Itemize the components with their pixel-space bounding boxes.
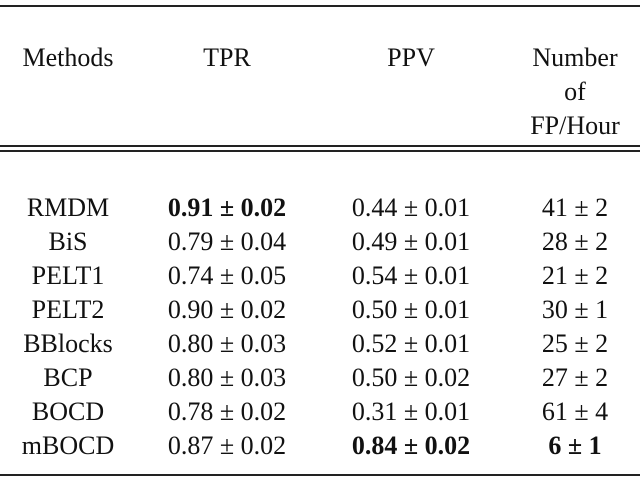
table-cell: 0.80 ± 0.03	[167, 363, 287, 392]
table-cell: 0.50 ± 0.01	[351, 295, 471, 324]
table-cell: 25 ± 2	[541, 329, 609, 358]
method-name: BBlocks	[23, 329, 113, 358]
table-cell: 21 ± 2	[541, 261, 609, 290]
header-rule	[0, 145, 640, 147]
table-cell: 41 ± 2	[541, 193, 609, 222]
table-cell: 0.50 ± 0.02	[351, 363, 471, 392]
method-name: BiS	[48, 227, 88, 256]
table-cell: 61 ± 4	[541, 397, 609, 426]
top-rule	[0, 5, 640, 7]
table-cell: 0.44 ± 0.01	[351, 193, 471, 222]
header-cell: of	[564, 77, 586, 106]
table-cell: 0.31 ± 0.01	[351, 397, 471, 426]
bottom-rule	[0, 474, 640, 476]
table-cell: 28 ± 2	[541, 227, 609, 256]
table-cell: 0.90 ± 0.02	[167, 295, 287, 324]
method-name: RMDM	[26, 193, 110, 222]
header-cell: PPV	[387, 43, 435, 72]
table-cell: 0.91 ± 0.02	[167, 193, 287, 222]
table-cell: 6 ± 1	[548, 431, 602, 460]
method-name: mBOCD	[21, 431, 115, 460]
header-cell: Methods	[22, 43, 114, 72]
table-cell: 0.74 ± 0.05	[167, 261, 287, 290]
header-cell: Number	[532, 43, 618, 72]
table-cell: 0.79 ± 0.04	[167, 227, 287, 256]
table-cell: 0.84 ± 0.02	[351, 431, 471, 460]
header-rule	[0, 150, 640, 152]
table-cell: 0.54 ± 0.01	[351, 261, 471, 290]
header-cell: FP/Hour	[530, 111, 620, 140]
method-name: BCP	[43, 363, 93, 392]
table-cell: 27 ± 2	[541, 363, 609, 392]
method-name: PELT2	[31, 295, 105, 324]
table-cell: 0.49 ± 0.01	[351, 227, 471, 256]
table-cell: 0.52 ± 0.01	[351, 329, 471, 358]
method-name: BOCD	[31, 397, 105, 426]
table-cell: 0.78 ± 0.02	[167, 397, 287, 426]
table-cell: 30 ± 1	[541, 295, 609, 324]
table-cell: 0.87 ± 0.02	[167, 431, 287, 460]
method-name: PELT1	[31, 261, 105, 290]
header-cell: TPR	[203, 43, 251, 72]
table-cell: 0.80 ± 0.03	[167, 329, 287, 358]
